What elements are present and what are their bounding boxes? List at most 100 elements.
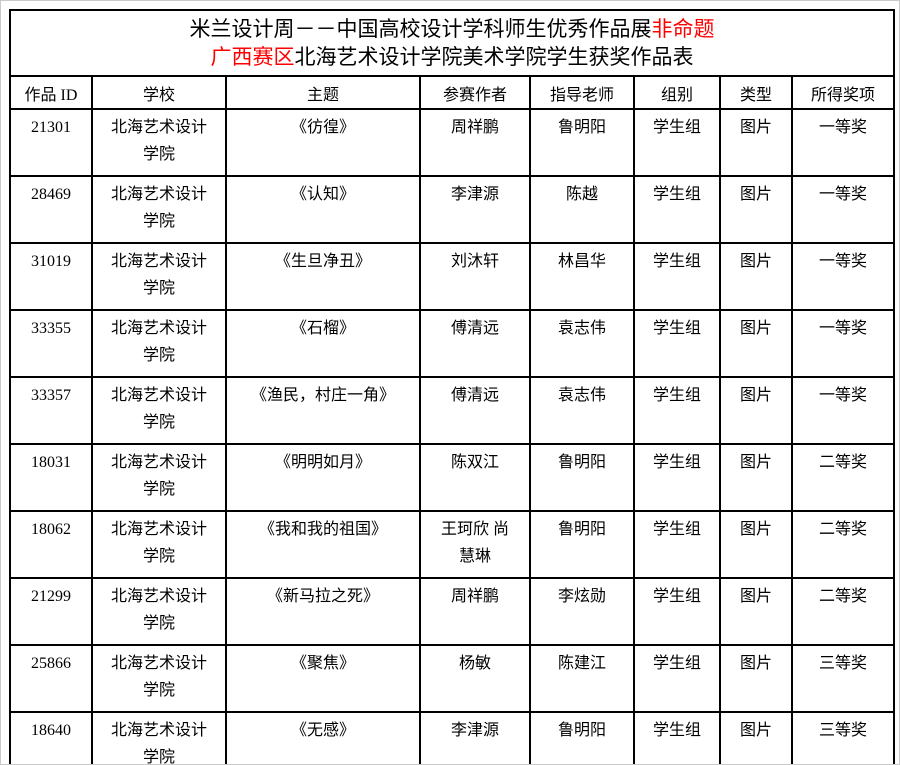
cell-theme: 《认知》: [225, 175, 421, 244]
cell-award: 一等奖: [791, 309, 895, 378]
column-header-group: 组别: [633, 75, 721, 110]
cell-authors: 李津源: [419, 175, 531, 244]
cell-teacher: 袁志伟: [529, 376, 635, 445]
cell-award: 三等奖: [791, 644, 895, 713]
cell-work-id: 33355: [9, 309, 93, 378]
table-row: 33357 北海艺术设计 学院 《渔民，村庄一角》 傅清远 袁志伟 学生组 图片 一等奖: [9, 376, 895, 445]
cell-authors: 刘沐轩: [419, 242, 531, 311]
cell-award: 三等奖: [791, 711, 895, 764]
cell-work-id: 31019: [9, 242, 93, 311]
cell-group: 学生组: [633, 376, 721, 445]
cell-school: 北海艺术设计 学院: [91, 376, 227, 445]
cell-type: 图片: [719, 443, 793, 512]
cell-theme: 《明明如月》: [225, 443, 421, 512]
cell-teacher: 鲁明阳: [529, 443, 635, 512]
cell-group: 学生组: [633, 175, 721, 244]
cell-teacher: 陈越: [529, 175, 635, 244]
cell-authors: 周祥鹏: [419, 108, 531, 177]
table-row: 28469 北海艺术设计 学院 《认知》 李津源 陈越 学生组 图片 一等奖: [9, 175, 895, 244]
cell-teacher: 陈建江: [529, 644, 635, 713]
cell-teacher: 鲁明阳: [529, 711, 635, 764]
cell-teacher: 鲁明阳: [529, 510, 635, 579]
cell-award: 二等奖: [791, 510, 895, 579]
cell-group: 学生组: [633, 711, 721, 764]
table-row: 21299 北海艺术设计 学院 《新马拉之死》 周祥鹏 李炫勋 学生组 图片 二等奖: [9, 577, 895, 646]
column-header-award: 所得奖项: [791, 75, 895, 110]
table-row: 21301 北海艺术设计 学院 《彷徨》 周祥鹏 鲁明阳 学生组 图片 一等奖: [9, 108, 895, 177]
table-row: 25866 北海艺术设计 学院 《聚焦》 杨敏 陈建江 学生组 图片 三等奖: [9, 644, 895, 713]
cell-theme: 《聚焦》: [225, 644, 421, 713]
cell-group: 学生组: [633, 242, 721, 311]
cell-school: 北海艺术设计 学院: [91, 510, 227, 579]
column-header-authors: 参赛作者: [419, 75, 531, 110]
title-line-1-red: 非命题: [651, 17, 715, 41]
cell-group: 学生组: [633, 510, 721, 579]
cell-award: 二等奖: [791, 577, 895, 646]
cell-award: 一等奖: [791, 242, 895, 311]
table-row: 18031 北海艺术设计 学院 《明明如月》 陈双江 鲁明阳 学生组 图片 二等奖: [9, 443, 895, 512]
cell-authors: 傅清远: [419, 376, 531, 445]
cell-teacher: 袁志伟: [529, 309, 635, 378]
cell-group: 学生组: [633, 309, 721, 378]
cell-authors: 李津源: [419, 711, 531, 764]
cell-school: 北海艺术设计 学院: [91, 577, 227, 646]
cell-type: 图片: [719, 376, 793, 445]
table-body: 21301 北海艺术设计 学院 《彷徨》 周祥鹏 鲁明阳 学生组 图片 一等奖 28469 北海艺…: [9, 108, 895, 764]
cell-type: 图片: [719, 510, 793, 579]
column-header-school: 学校: [91, 75, 227, 110]
cell-group: 学生组: [633, 443, 721, 512]
cell-type: 图片: [719, 711, 793, 764]
cell-award: 一等奖: [791, 108, 895, 177]
cell-teacher: 鲁明阳: [529, 108, 635, 177]
cell-school: 北海艺术设计 学院: [91, 711, 227, 764]
cell-work-id: 18062: [9, 510, 93, 579]
cell-work-id: 18031: [9, 443, 93, 512]
cell-group: 学生组: [633, 108, 721, 177]
title-line-2: 广西赛区北海艺术设计学院美术学院学生获奖作品表: [12, 43, 892, 71]
column-header-type: 类型: [719, 75, 793, 110]
cell-school: 北海艺术设计 学院: [91, 242, 227, 311]
cell-theme: 《新马拉之死》: [225, 577, 421, 646]
cell-type: 图片: [719, 242, 793, 311]
cell-theme: 《我和我的祖国》: [225, 510, 421, 579]
title-line-2-red: 广西赛区: [210, 45, 295, 69]
table-row: 33355 北海艺术设计 学院 《石榴》 傅清远 袁志伟 学生组 图片 一等奖: [9, 309, 895, 378]
cell-type: 图片: [719, 309, 793, 378]
table-row: 18640 北海艺术设计 学院 《无感》 李津源 鲁明阳 学生组 图片 三等奖: [9, 711, 895, 764]
cell-authors: 王珂欣 尚 慧琳: [419, 510, 531, 579]
header-row: 作品 ID 学校 主题 参赛作者 指导老师 组别 类型 所得奖项: [9, 75, 895, 110]
award-works-table: 米兰设计周－－中国高校设计学科师生优秀作品展非命题 广西赛区北海艺术设计学院美术…: [9, 9, 895, 764]
cell-theme: 《石榴》: [225, 309, 421, 378]
table-title: 米兰设计周－－中国高校设计学科师生优秀作品展非命题 广西赛区北海艺术设计学院美术…: [9, 9, 895, 77]
cell-school: 北海艺术设计 学院: [91, 644, 227, 713]
cell-authors: 杨敏: [419, 644, 531, 713]
cell-theme: 《彷徨》: [225, 108, 421, 177]
cell-group: 学生组: [633, 644, 721, 713]
column-header-work-id: 作品 ID: [9, 75, 93, 110]
cell-work-id: 18640: [9, 711, 93, 764]
cell-type: 图片: [719, 108, 793, 177]
cell-teacher: 李炫勋: [529, 577, 635, 646]
cell-work-id: 28469: [9, 175, 93, 244]
cell-school: 北海艺术设计 学院: [91, 175, 227, 244]
column-header-teacher: 指导老师: [529, 75, 635, 110]
column-header-theme: 主题: [225, 75, 421, 110]
title-line-2-black: 北海艺术设计学院美术学院学生获奖作品表: [294, 45, 694, 69]
cell-teacher: 林昌华: [529, 242, 635, 311]
cell-award: 二等奖: [791, 443, 895, 512]
cell-authors: 傅清远: [419, 309, 531, 378]
cell-school: 北海艺术设计 学院: [91, 443, 227, 512]
cell-school: 北海艺术设计 学院: [91, 309, 227, 378]
table-row: 18062 北海艺术设计 学院 《我和我的祖国》 王珂欣 尚 慧琳 鲁明阳 学生组 图片 二等…: [9, 510, 895, 579]
cell-theme: 《渔民，村庄一角》: [225, 376, 421, 445]
cell-type: 图片: [719, 175, 793, 244]
cell-authors: 陈双江: [419, 443, 531, 512]
title-line-1: 米兰设计周－－中国高校设计学科师生优秀作品展非命题: [12, 15, 892, 43]
cell-school: 北海艺术设计 学院: [91, 108, 227, 177]
cell-type: 图片: [719, 577, 793, 646]
cell-group: 学生组: [633, 577, 721, 646]
cell-work-id: 21301: [9, 108, 93, 177]
cell-work-id: 33357: [9, 376, 93, 445]
cell-work-id: 25866: [9, 644, 93, 713]
